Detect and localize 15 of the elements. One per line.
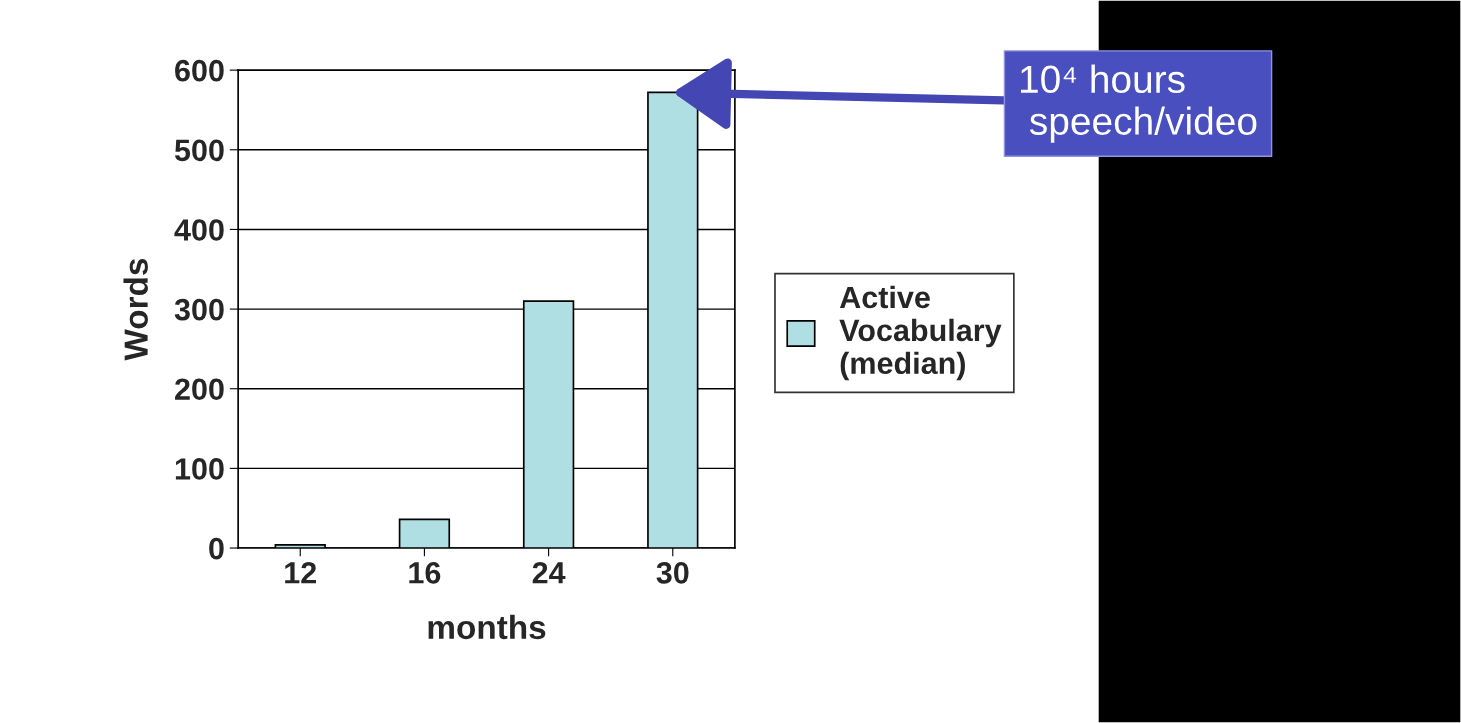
y-tick-label: 300 — [174, 298, 224, 321]
y-axis-title: Words — [123, 258, 148, 361]
y-tick-label: 400 — [174, 219, 224, 241]
x-axis-title: months — [428, 614, 546, 640]
y-tick-label: 0 — [209, 537, 224, 560]
y-tick-label: 100 — [175, 458, 224, 480]
annotation: 10⁴ hours speech/video — [1020, 64, 1257, 143]
y-tick-label: 600 — [175, 59, 224, 82]
y-tick-label: 200 — [175, 378, 224, 401]
y-tick-label: 500 — [174, 139, 224, 162]
x-tick-label: 16 — [409, 562, 441, 584]
x-tick-label: 24 — [532, 562, 566, 584]
x-tick-label: 30 — [656, 562, 689, 584]
x-tick-label: 12 — [285, 562, 317, 584]
legend-label: Active Vocabulary (median) — [839, 285, 1002, 381]
